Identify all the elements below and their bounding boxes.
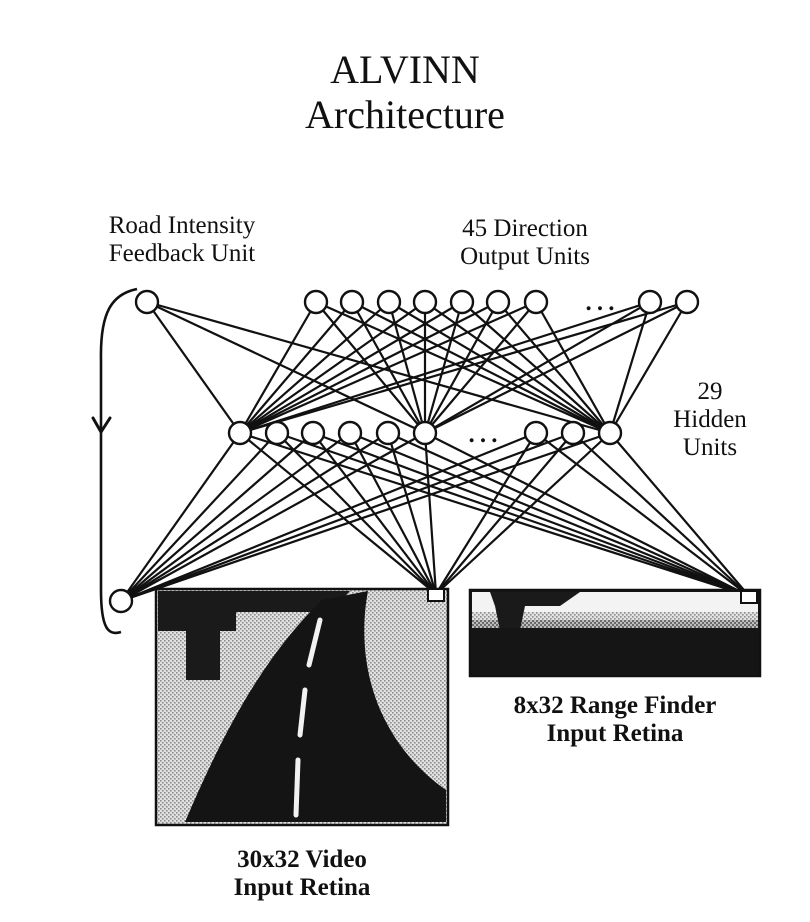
input-hidden-connection	[119, 431, 315, 603]
output-unit	[376, 289, 402, 315]
input-hidden-connection	[119, 431, 538, 603]
hidden-unit	[337, 420, 363, 446]
hidden-output-connection	[145, 300, 612, 435]
range-finder-input-retina	[468, 588, 762, 678]
output-unit	[674, 289, 700, 315]
video-label-line-1: 30x32 Video	[237, 846, 367, 873]
input-hidden-connection	[423, 431, 751, 598]
video-retina-label: 30x32 Video Input Retina	[156, 846, 448, 902]
hidden-unit	[227, 420, 253, 446]
output-unit	[339, 289, 365, 315]
output-unit	[485, 289, 511, 315]
input-hidden-connection	[311, 431, 751, 598]
video-input-retina	[154, 587, 450, 827]
hidden-unit	[560, 420, 586, 446]
hidden-output-connection	[238, 300, 354, 435]
feedback-unit	[134, 289, 160, 315]
connection-lines	[119, 300, 751, 603]
feedback-arrowhead	[91, 416, 112, 434]
output-label-line-1: 45 Direction	[462, 215, 588, 242]
hidden-output-connection	[238, 300, 318, 435]
hidden-output-connection	[387, 300, 427, 435]
range-finder-label: 8x32 Range Finder Input Retina	[470, 692, 760, 748]
range-label-line-1: 8x32 Range Finder	[513, 692, 717, 719]
hidden-unit	[523, 420, 549, 446]
hidden-output-connection	[608, 300, 652, 435]
feedback-label-line-1: Road Intensity	[108, 212, 256, 239]
input-hidden-connection	[119, 431, 390, 603]
input-hidden-connection	[434, 431, 575, 596]
hidden-output-connection	[238, 300, 652, 435]
hidden-output-connection	[608, 300, 689, 435]
hidden-unit	[300, 420, 326, 446]
hidden-output-connection	[496, 300, 612, 435]
input-hidden-connection	[119, 431, 279, 603]
input-hidden-connection	[386, 431, 751, 598]
lane-marking	[293, 617, 323, 818]
hidden-label-line-1: 29	[697, 378, 723, 405]
hidden-unit	[375, 420, 401, 446]
hidden-output-connection	[460, 300, 612, 435]
input-hidden-connection	[423, 431, 438, 596]
output-unit	[303, 289, 329, 315]
input-hidden-connection	[386, 431, 438, 596]
input-hidden-connection	[534, 431, 751, 598]
title-line-1: ALVINN	[330, 47, 480, 92]
output-unit	[412, 289, 438, 315]
input-hidden-connection	[348, 431, 438, 596]
input-hidden-connection	[434, 431, 538, 596]
hidden-units-label: 29 Hidden Units	[650, 378, 770, 462]
input-hidden-connection	[275, 431, 438, 596]
hidden-output-connection	[387, 300, 612, 435]
input-hidden-connection	[571, 431, 751, 598]
hidden-output-connection	[534, 300, 612, 435]
feedback-input-unit	[108, 588, 134, 614]
hidden-ellipsis: …	[466, 413, 500, 450]
hidden-label-line-2: Hidden	[673, 406, 747, 433]
hidden-unit	[264, 420, 290, 446]
hidden-unit	[597, 420, 623, 446]
output-unit	[523, 289, 549, 315]
input-hidden-connection	[238, 431, 751, 598]
range-corner-unit	[740, 590, 758, 604]
input-hidden-connection	[119, 431, 575, 603]
input-hidden-connection	[119, 431, 242, 603]
feedback-unit-label: Road Intensity Feedback Unit	[62, 212, 302, 268]
hidden-output-connection	[423, 300, 612, 435]
input-hidden-connection	[119, 431, 427, 603]
input-hidden-connection	[119, 431, 612, 603]
input-hidden-connection	[238, 431, 438, 596]
hidden-output-connection	[350, 300, 612, 435]
output-unit	[637, 289, 663, 315]
output-ellipsis: …	[583, 281, 617, 318]
unit-circles	[108, 289, 700, 614]
video-corner-unit	[427, 588, 445, 602]
input-hidden-connection	[348, 431, 751, 598]
video-label-line-2: Input Retina	[233, 874, 371, 901]
hidden-unit	[412, 420, 438, 446]
output-label-line-2: Output Units	[460, 243, 590, 270]
input-hidden-connection	[608, 431, 751, 598]
input-hidden-connection	[119, 431, 352, 603]
feedback-label-line-2: Feedback Unit	[108, 240, 256, 267]
input-hidden-connection	[434, 431, 612, 596]
title-line-2: Architecture	[305, 91, 505, 137]
hidden-output-connection	[238, 300, 464, 435]
hidden-label-line-3: Units	[682, 434, 738, 461]
hidden-output-connection	[314, 300, 427, 435]
feedback-loop-arrow	[99, 287, 138, 635]
output-units-label: 45 Direction Output Units	[410, 215, 640, 271]
page-title: ALVINN Architecture	[0, 47, 810, 138]
input-hidden-connection	[275, 431, 751, 598]
hidden-output-connection	[145, 300, 242, 435]
output-unit	[449, 289, 475, 315]
hidden-output-connection	[314, 300, 612, 435]
range-label-line-2: Input Retina	[546, 720, 684, 747]
hidden-output-connection	[145, 300, 427, 435]
input-hidden-connection	[311, 431, 438, 596]
